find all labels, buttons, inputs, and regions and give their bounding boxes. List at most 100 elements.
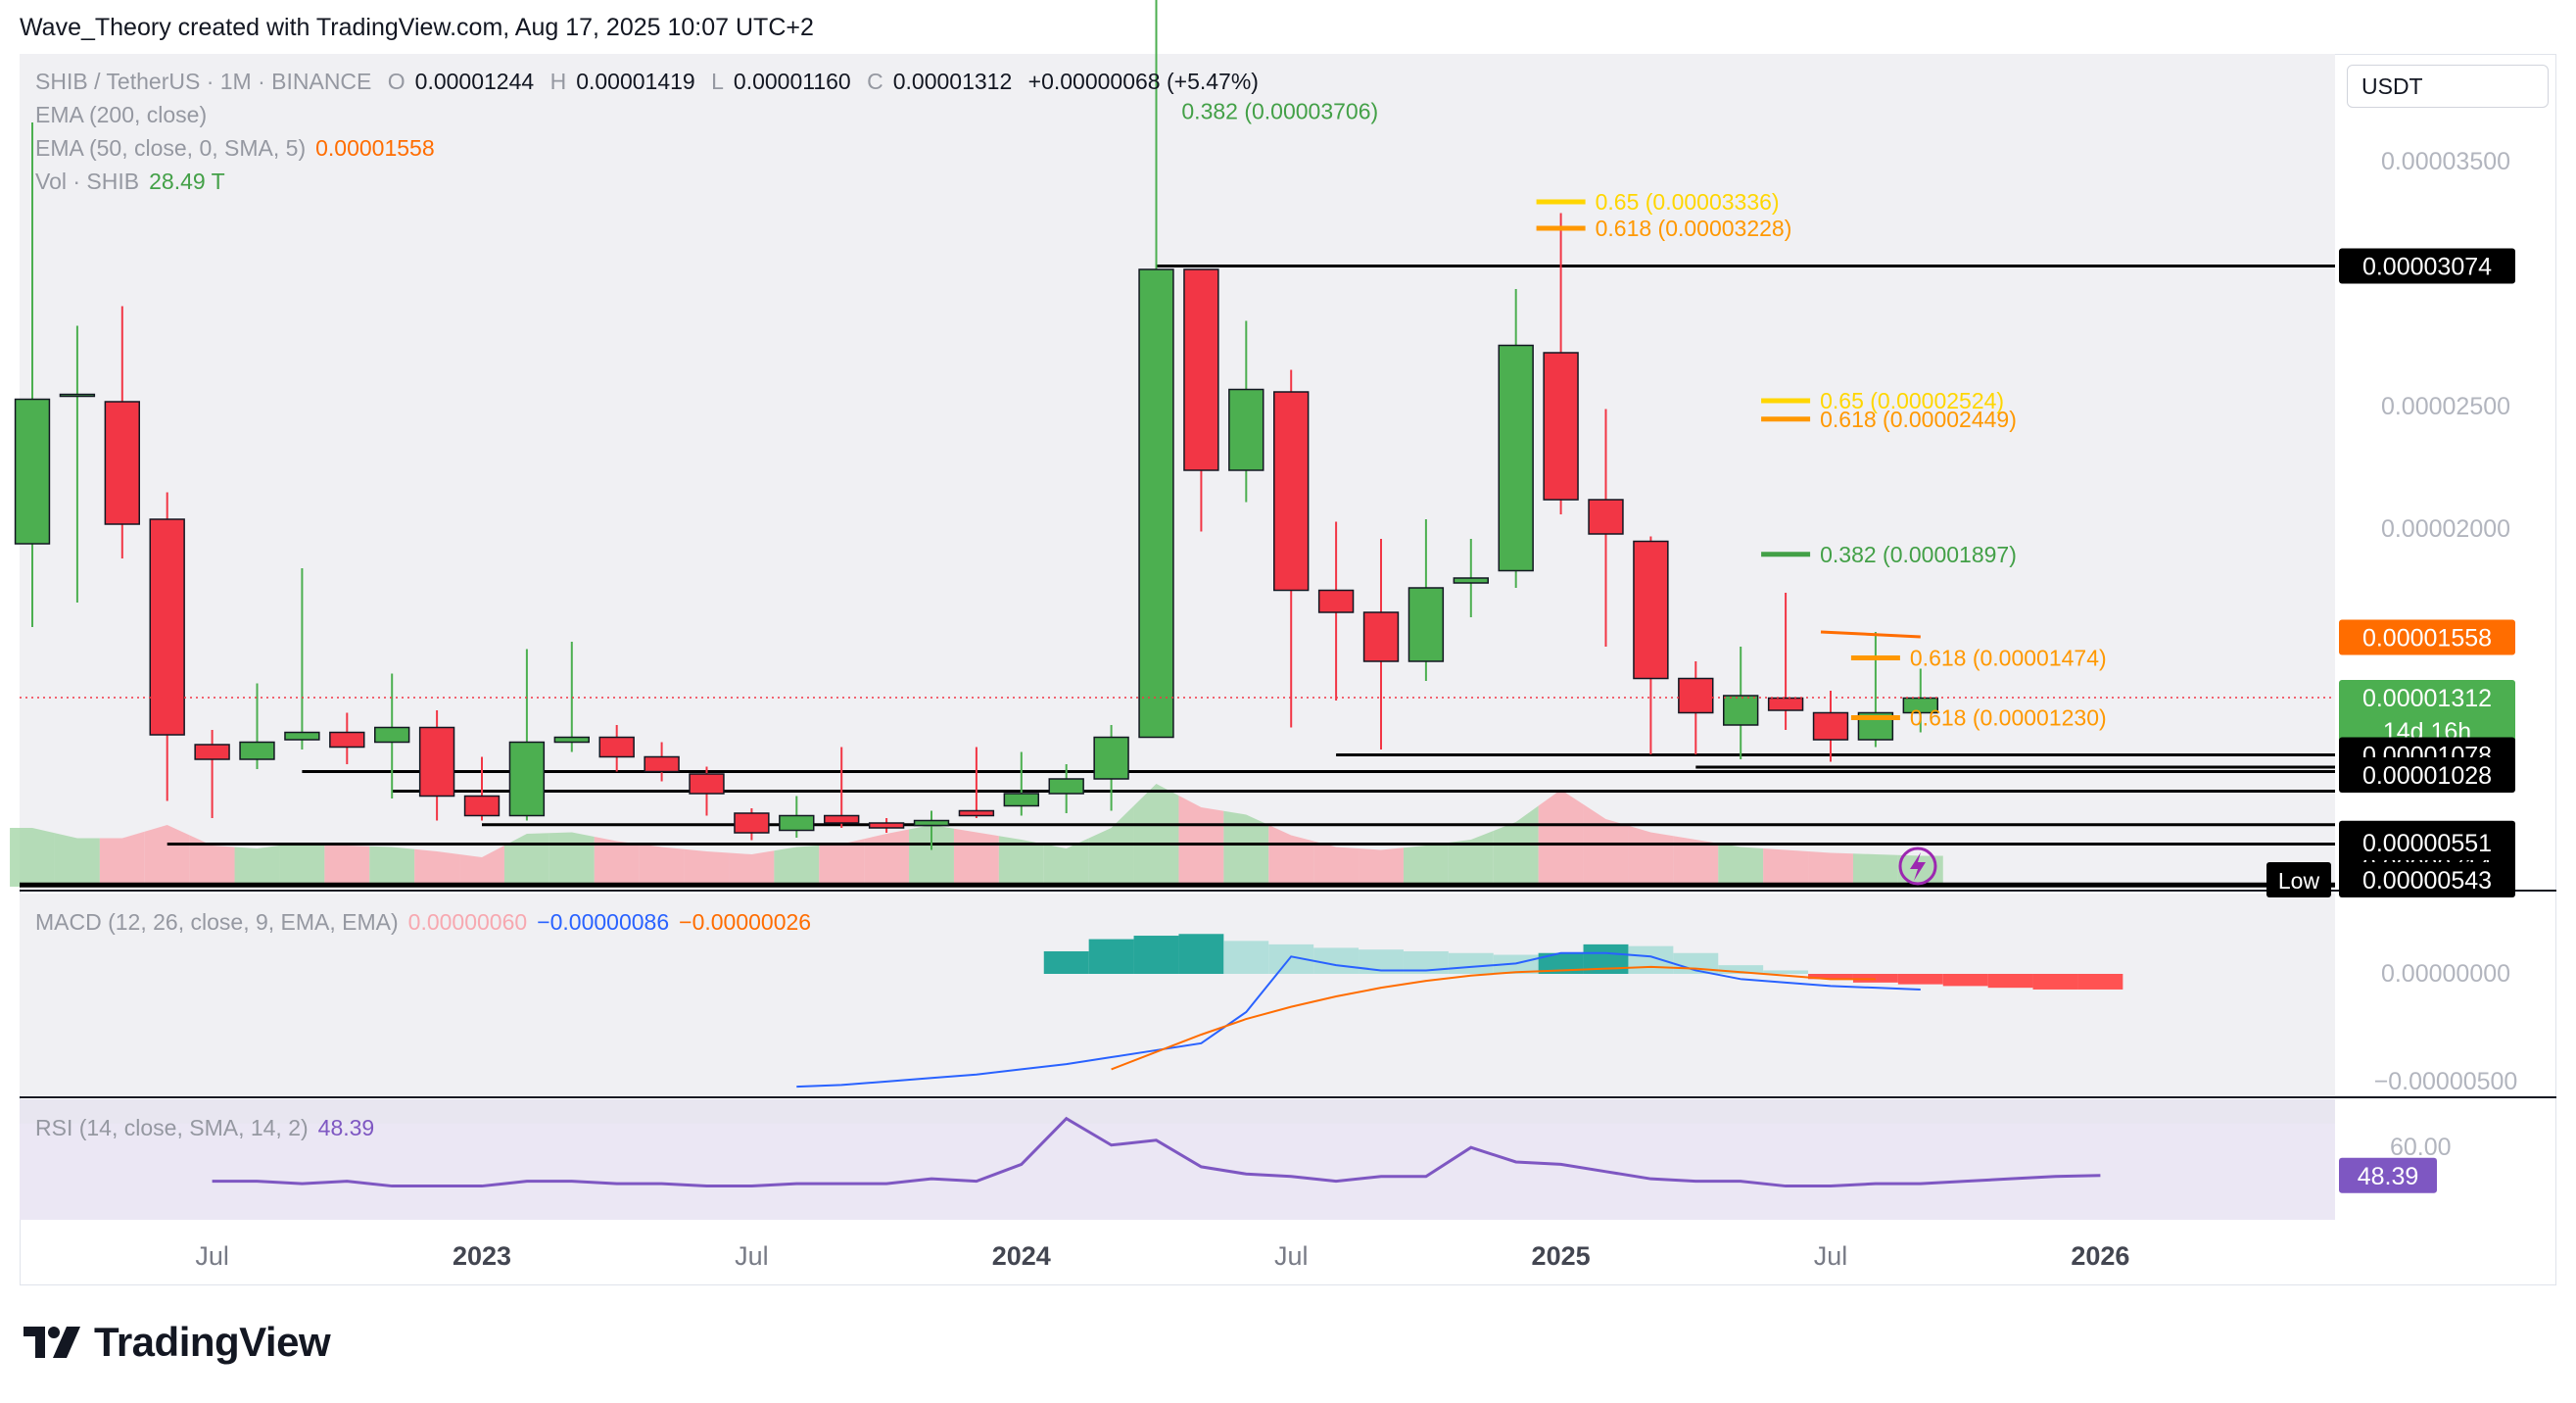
candle-body	[689, 773, 725, 795]
volume-bar	[1043, 838, 1089, 887]
volume-bar	[279, 843, 325, 887]
candle-body	[1138, 268, 1174, 739]
volume-bar	[864, 829, 910, 887]
volume-bar	[144, 825, 190, 887]
candle-body	[958, 809, 995, 817]
volume-bar	[1673, 836, 1719, 887]
volume-bar	[324, 844, 370, 887]
candle-body	[1228, 388, 1264, 471]
candle-body	[1543, 352, 1579, 501]
candle-body	[1902, 697, 1938, 714]
replay-lightning-icon-bolt	[1910, 852, 1926, 881]
volume-bar	[1808, 851, 1853, 887]
rsi-line	[212, 1116, 2101, 1188]
close-value: 0.00001312	[892, 69, 1013, 94]
price-badge	[2339, 825, 2515, 860]
macd-line-value: −0.00000086	[537, 909, 670, 935]
low-tag: L	[711, 69, 724, 94]
macd-signal-line	[1111, 965, 1876, 1071]
candle-body	[1183, 268, 1219, 471]
volume-bar	[54, 833, 100, 887]
main-pane-bg	[20, 54, 2335, 887]
replay-lightning-icon	[1898, 847, 1937, 886]
price-badge	[2339, 680, 2515, 749]
time-axis-tick: Jul	[1814, 1241, 1848, 1271]
rsi-axis-tick: 60.00	[2390, 1134, 2452, 1161]
ema50-value: 0.00001558	[315, 135, 435, 161]
candle-body	[374, 726, 410, 744]
rsi-value: 48.39	[317, 1115, 375, 1140]
fib-level-label: 0.65 (0.00003336)	[1596, 189, 1780, 215]
volume-bar	[774, 846, 820, 887]
volume-bar	[1223, 810, 1269, 887]
currency-selector[interactable]: USDT	[2347, 65, 2549, 108]
volume-bar	[99, 831, 145, 887]
macd-histogram-bar	[1808, 974, 1853, 980]
volume-bar	[234, 846, 280, 887]
volume-bar	[503, 833, 549, 887]
candle-body	[149, 518, 185, 736]
candle-body	[1362, 611, 1400, 662]
close-tag: C	[867, 69, 883, 94]
candle-body	[824, 814, 860, 824]
candle-body	[104, 401, 140, 525]
macd-histogram-bar	[1313, 947, 1360, 974]
volume-bar	[1628, 825, 1674, 887]
macd-histogram-bar	[1403, 950, 1449, 974]
candle-body	[194, 744, 230, 760]
ema50-label: EMA (50, close, 0, SMA, 5)	[35, 135, 307, 161]
macd-axis-tick: 0.00000000	[2381, 960, 2510, 988]
candle-body	[239, 741, 275, 760]
candle-body	[1317, 589, 1355, 613]
macd-histogram-bar	[1628, 945, 1674, 974]
volume-bar	[1403, 843, 1449, 887]
time-axis-tick: Jul	[735, 1241, 769, 1271]
volume-bar	[549, 832, 595, 887]
volume-bar	[594, 837, 640, 887]
macd-axis-tick: −0.00000500	[2374, 1068, 2518, 1095]
candle-body	[418, 726, 455, 798]
macd-line	[796, 951, 1921, 1089]
fib-level-label: 0.65 (0.00002524)	[1820, 388, 2004, 413]
candle-body	[1723, 695, 1759, 726]
macd-histogram-bar	[1763, 970, 1809, 974]
macd-signal-value: −0.00000026	[679, 909, 812, 935]
high-tag: H	[549, 69, 567, 94]
candle-body	[1093, 736, 1129, 780]
legend-ema50: EMA (50, close, 0, SMA, 5) 0.00001558	[35, 135, 445, 162]
price-axis-tick: 0.00002000	[2381, 515, 2510, 543]
fib-level-label: 0.618 (0.00003228)	[1596, 216, 1792, 241]
macd-histogram-bar	[1538, 952, 1584, 974]
volume-bar	[1268, 825, 1314, 887]
volume-bar	[10, 828, 55, 887]
legend-rsi: RSI (14, close, SMA, 14, 2) 48.39	[35, 1115, 384, 1141]
candle-body	[1273, 391, 1310, 592]
macd-histogram-bar	[2077, 974, 2123, 990]
price-badge	[2339, 862, 2515, 897]
volume-bar	[1852, 853, 1898, 887]
volume-label: Vol · SHIB	[35, 169, 140, 194]
price-badge-text: 0.00000543	[2362, 867, 2492, 895]
candle-body	[14, 398, 51, 545]
volume-bar	[639, 844, 685, 887]
rsi-label: RSI (14, close, SMA, 14, 2)	[35, 1115, 309, 1140]
candle-body	[1633, 540, 1669, 680]
price-badge-text: 0.00001028	[2362, 762, 2492, 790]
candle-body	[1767, 697, 1804, 711]
candle-body	[508, 741, 546, 817]
open-tag: O	[387, 69, 405, 94]
volume-bar	[414, 848, 460, 887]
volume-bar	[1718, 843, 1764, 887]
fib-level-label: 0.618 (0.00001230)	[1910, 705, 2107, 731]
price-badge-text: 0.00001312	[2362, 685, 2492, 712]
price-badge	[2339, 619, 2515, 655]
macd-label: MACD (12, 26, close, 9, EMA, EMA)	[35, 909, 399, 935]
candle-body	[1003, 793, 1039, 807]
time-axis-tick: 2026	[2071, 1241, 2129, 1271]
volume-bar	[1763, 848, 1809, 887]
price-badge	[2339, 248, 2515, 284]
volume-bar	[684, 848, 730, 887]
macd-histogram-bar	[1987, 974, 2033, 989]
rsi-value-badge-text: 48.39	[2358, 1163, 2419, 1190]
